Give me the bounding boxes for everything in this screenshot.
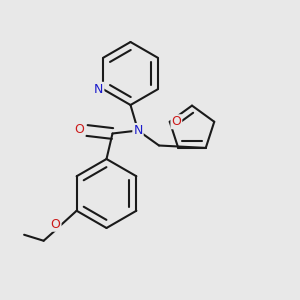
Text: O: O [75,122,84,136]
Text: N: N [133,124,143,137]
Text: N: N [94,83,104,96]
Text: O: O [51,218,61,231]
Text: O: O [171,115,181,128]
